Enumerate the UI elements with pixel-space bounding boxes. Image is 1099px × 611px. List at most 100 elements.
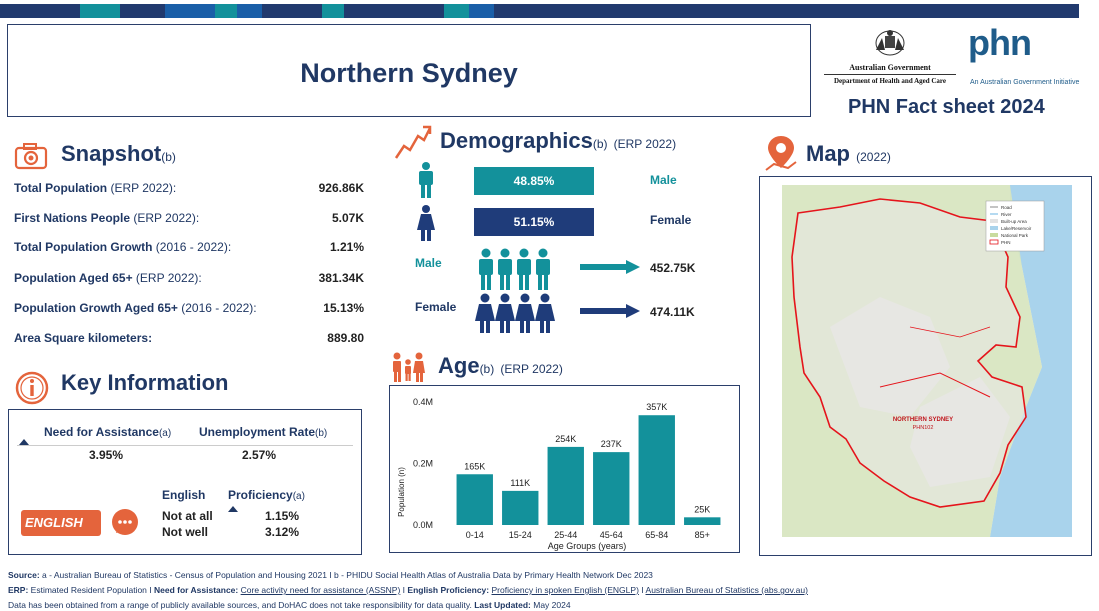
not-at-all-label: Not at all	[162, 509, 213, 523]
footer-disclaimer: Data has been obtained from a range of p…	[8, 600, 571, 610]
legend-river: River	[1001, 212, 1012, 217]
need-assistance-label: Need for Assistance(a)	[44, 425, 171, 439]
need-assistance-sup: (a)	[158, 428, 172, 439]
factsheet-title: PHN Fact sheet 2024	[848, 96, 1045, 118]
age-note: (ERP 2022)	[500, 362, 563, 376]
footer-nfa-label: Need for Assistance:	[154, 585, 239, 595]
not-well-label: Not well	[162, 525, 209, 539]
female-arrow-icon	[580, 304, 640, 318]
legend-phn: PHN	[1001, 240, 1011, 245]
speech-bubble-icon	[112, 509, 138, 535]
map-box: NORTHERN SYDNEY PHN102 Road River Built-…	[759, 176, 1092, 556]
bar-data-label: 25K	[694, 504, 710, 514]
age-bar	[547, 446, 584, 525]
phn-tagline: An Australian Government Initiative	[970, 79, 1080, 86]
male-arrow-icon	[580, 260, 640, 274]
sort-up-icon[interactable]	[19, 437, 29, 445]
age-title-text: Age	[438, 353, 480, 378]
snapshot-label: Total Population	[14, 181, 108, 195]
y-tick-label: 0.2M	[413, 459, 433, 469]
need-assistance-text: Need for Assistance	[44, 425, 159, 439]
age-bar	[456, 474, 493, 525]
snapshot-label-note: (2016 - 2022):	[177, 301, 257, 315]
y-tick-label: 0.4M	[413, 397, 433, 407]
footer-source-text: a - Australian Bureau of Statistics - Ce…	[39, 570, 653, 580]
info-icon	[15, 371, 49, 405]
footer-source-label: Source:	[8, 570, 40, 580]
male-count: 452.75K	[650, 261, 696, 275]
x-tick-label: 25-44	[554, 530, 577, 540]
footer-separator: I	[400, 585, 408, 595]
snapshot-title-text: Snapshot	[61, 141, 162, 166]
footer-updated-date: May 2024	[530, 600, 571, 610]
x-axis-label: Age Groups (years)	[548, 541, 627, 551]
x-tick-label: 0-14	[466, 530, 484, 540]
snapshot-label-note: (2016 - 2022):	[152, 240, 232, 254]
age-bar-chart: Population (n) Age Groups (years) 0.0M 0.…	[397, 397, 721, 551]
map-legend: Road River Built-up Area Lake/Reservoir …	[985, 200, 1045, 252]
footer-english-link[interactable]: Proficiency in spoken English (ENGLP)	[491, 585, 639, 595]
male-percentage-bar: 48.85%	[474, 167, 594, 195]
snapshot-value: 889.80	[327, 331, 364, 345]
english-label: English	[162, 488, 206, 502]
snapshot-label: Area Square kilometers:	[14, 331, 153, 345]
male-icon	[419, 162, 433, 198]
age-sub: (b)	[479, 362, 495, 376]
unemployment-label: Unemployment Rate(b)	[199, 425, 327, 439]
unemployment-sup: (b)	[315, 428, 328, 439]
snapshot-sub: (b)	[161, 150, 176, 164]
map-region-label: NORTHERN SYDNEY	[893, 417, 953, 423]
bar-data-label: 165K	[464, 461, 485, 471]
male-group-label: Male	[415, 256, 442, 270]
legend-national-park: National Park	[1001, 233, 1029, 238]
sort-up-icon[interactable]	[228, 504, 238, 512]
footer-definitions: ERP: Estimated Resident Population I Nee…	[8, 585, 808, 595]
trend-chart-icon	[394, 125, 432, 159]
map-note: (2022)	[856, 150, 891, 164]
unemployment-text: Unemployment Rate	[199, 425, 316, 439]
australian-government-logo: Australian Government Department of Heal…	[824, 28, 956, 90]
region-map[interactable]: NORTHERN SYDNEY PHN102 Road River Built-…	[760, 177, 1091, 555]
female-group-label: Female	[415, 300, 457, 314]
snapshot-row: Total Population (ERP 2022): 926.86K	[14, 181, 364, 201]
demographics-title: Demographics(b) (ERP 2022)	[440, 128, 676, 154]
female-label: Female	[650, 213, 692, 227]
page-title: Northern Sydney	[300, 58, 518, 88]
male-group-icon	[479, 248, 550, 290]
age-bar	[502, 490, 539, 525]
legend-road: Road	[1001, 205, 1012, 210]
snapshot-label: Population Growth Aged 65+	[14, 301, 178, 315]
snapshot-label-note: (ERP 2022):	[132, 271, 202, 285]
camera-icon	[14, 143, 48, 170]
family-icon	[393, 352, 425, 382]
need-assistance-value: 3.95%	[89, 448, 124, 462]
footer-nfa-link[interactable]: Core activity need for assistance (ASSNP…	[240, 585, 401, 595]
snapshot-row: Area Square kilometers: 889.80	[14, 331, 364, 351]
demographics-sub: (b)	[592, 137, 608, 151]
proficiency-label: Proficiency(a)	[228, 488, 305, 502]
bar-data-label: 237K	[601, 439, 622, 449]
title-box: Northern Sydney	[7, 24, 811, 117]
snapshot-label-note: (ERP 2022):	[107, 181, 177, 195]
legend-built-up: Built-up Area	[1001, 219, 1027, 224]
map-region-code: PHN102	[913, 425, 934, 431]
footer-abs-link[interactable]: Australian Bureau of Statistics (abs.gov…	[645, 585, 808, 595]
x-tick-label: 85+	[695, 530, 710, 540]
bar-data-label: 254K	[555, 434, 576, 444]
snapshot-label: Total Population Growth	[14, 240, 153, 254]
proficiency-sup: (a)	[292, 491, 305, 502]
key-info-title: Key Information	[61, 370, 229, 395]
footer-erp-text: Estimated Resident Population I	[28, 585, 154, 595]
female-icon	[417, 205, 435, 241]
english-badge-text: ENGLISH	[25, 515, 83, 530]
proficiency-text: Proficiency	[228, 488, 293, 502]
snapshot-row: Total Population Growth (2016 - 2022): 1…	[14, 240, 364, 260]
demographics-note: (ERP 2022)	[613, 137, 677, 151]
female-group-icon	[475, 293, 555, 333]
not-at-all-value: 1.15%	[265, 509, 300, 523]
age-bar	[638, 415, 675, 525]
demographics-title-text: Demographics	[440, 128, 593, 153]
footer-disclaimer-text: Data has been obtained from a range of p…	[8, 600, 475, 610]
snapshot-value: 5.07K	[331, 211, 364, 225]
y-tick-label: 0.0M	[413, 520, 433, 530]
